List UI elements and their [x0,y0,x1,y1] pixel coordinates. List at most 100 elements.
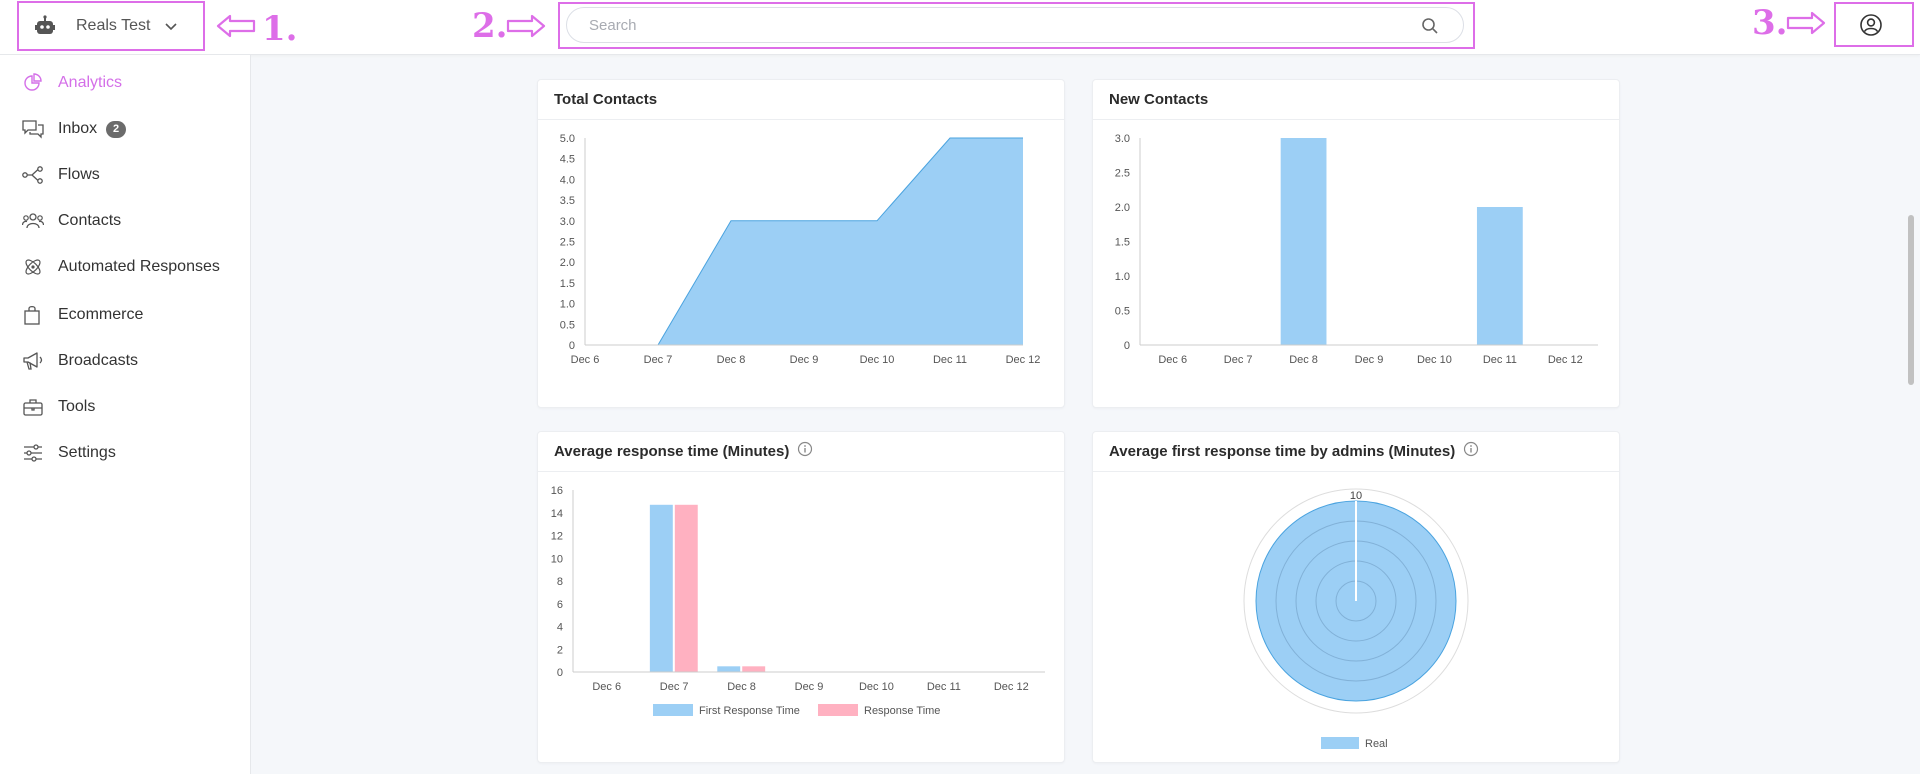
sidebar-item-flows[interactable]: Flows [0,155,249,195]
bar [1476,207,1523,345]
sidebar-item-ecommerce[interactable]: Ecommerce [0,295,249,335]
y-tick-label: 10 [551,553,563,565]
legend-swatch [818,704,858,716]
x-tick-label: Dec 12 [1006,354,1041,366]
annotation-arrow-right-icon [506,13,546,44]
bar [742,666,766,672]
avg-response-chart: 0 2 4 6 8 10 12 14 16 Dec 6 Dec 7 Dec 8 Dec 9 Dec 10 D… [551,485,1045,717]
sidebar-item-analytics[interactable]: Analytics [0,63,249,103]
x-tick-label: Dec 6 [592,681,621,693]
card-title-text: Average first response time by admins (M… [1109,443,1456,460]
x-tick-label: Dec 10 [860,354,895,366]
sidebar-item-label: Settings [58,444,116,461]
main-content: Total Contacts 0 0.5 1.0 1.5 2.0 2.5 3.0 3.5 4.0… [251,55,1920,774]
bar [649,504,673,672]
legend-label: Real [1365,738,1388,750]
sidebar-item-label: Automated Responses [58,258,220,275]
y-tick-label: 0 [569,340,575,352]
total-contacts-chart: 0 0.5 1.0 1.5 2.0 2.5 3.0 3.5 4.0 4.5 5.0 Dec 6 Dec … [560,133,1041,366]
x-tick-label: Dec 8 [727,681,756,693]
search-input[interactable] [567,8,1409,42]
y-tick-label: 2.0 [560,257,575,269]
search-bar [566,7,1464,43]
sidebar-item-settings[interactable]: Settings [0,433,249,473]
y-tick-label: 14 [551,508,563,520]
top-bar: Reals Test [0,0,1920,55]
sidebar-item-label: Ecommerce [58,306,144,323]
new-contacts-chart: 0 0.5 1.0 1.5 2.0 2.5 3.0 Dec 6 Dec 7 Dec 8 Dec 9 D… [1115,133,1598,366]
y-tick-label: 1.0 [1115,271,1130,283]
y-tick-label: 3.5 [560,195,575,207]
x-tick-label: Dec 10 [1417,354,1452,366]
x-tick-label: Dec 8 [1289,354,1318,366]
y-tick-label: 0 [1124,340,1130,352]
y-tick-label: 16 [551,485,563,497]
x-tick-label: Dec 10 [859,681,894,693]
y-tick-label: 5.0 [560,133,575,145]
new-contacts-card: New Contacts 0 0.5 1.0 1.5 2.0 2.5 3.0 Dec 6 Dec… [1092,79,1620,408]
robot-icon [34,15,56,37]
y-tick-label: 1.5 [1115,237,1130,249]
settings-icon [22,443,44,463]
card-header: New Contacts [1093,80,1619,120]
radar-max-label: 10 [1350,490,1362,502]
annotation-number-2: 2. [472,6,508,46]
card-title: New Contacts [1109,91,1209,108]
search-icon[interactable] [1421,17,1439,35]
y-tick-label: 12 [551,531,563,543]
y-tick-label: 8 [557,576,563,588]
x-tick-label: Dec 7 [1224,354,1253,366]
card-title-text: Average response time (Minutes) [554,443,790,460]
y-tick-label: 0.5 [560,319,575,331]
y-tick-label: 2.0 [1115,202,1130,214]
sidebar-item-label: Inbox [58,120,98,137]
bar [1280,138,1327,345]
sidebar-item-broadcasts[interactable]: Broadcasts [0,341,249,381]
sidebar-item-automated-responses[interactable]: Automated Responses [0,247,249,287]
area-fill [585,138,1023,345]
inbox-count-badge: 2 [106,121,127,138]
automated-responses-icon [22,257,44,277]
info-icon[interactable] [1463,441,1479,461]
card-header: Average first response time by admins (M… [1093,432,1619,472]
y-tick-label: 3.0 [1115,133,1130,145]
analytics-icon [22,73,44,93]
annotation-arrow-right-icon [1786,10,1826,41]
x-tick-label: Dec 9 [790,354,819,366]
y-tick-label: 2.5 [1115,168,1130,180]
chevron-down-icon [164,19,178,33]
x-tick-label: Dec 8 [717,354,746,366]
user-profile-icon[interactable] [1859,13,1883,37]
legend-swatch [653,704,693,716]
sidebar-item-tools[interactable]: Tools [0,387,249,427]
inbox-icon [22,119,44,139]
x-tick-label: Dec 11 [933,354,967,366]
legend-label: Response Time [864,705,940,717]
sidebar-item-inbox[interactable]: Inbox 2 [0,109,249,149]
annotation-box-search [558,2,1475,49]
x-tick-label: Dec 11 [1483,354,1517,366]
bot-selector[interactable]: Reals Test [34,13,178,39]
avg-response-card: Average response time (Minutes) 0 2 4 6 8 10 1… [537,431,1065,763]
x-tick-label: Dec 12 [1548,354,1583,366]
y-tick-label: 1.5 [560,278,575,290]
card-title: Average response time (Minutes) [554,441,813,461]
sidebar-item-contacts[interactable]: Contacts [0,201,249,241]
ecommerce-icon [22,305,44,325]
x-tick-label: Dec 9 [795,681,824,693]
x-tick-label: Dec 6 [1158,354,1187,366]
x-tick-label: Dec 12 [994,681,1029,693]
scrollbar[interactable] [1908,215,1914,385]
sidebar-item-label: Flows [58,166,100,183]
y-tick-label: 1.0 [560,299,575,311]
annotation-box-profile [1834,2,1914,47]
info-icon[interactable] [797,441,813,461]
avg-first-response-card: Average first response time by admins (M… [1092,431,1620,763]
x-tick-label: Dec 6 [571,354,600,366]
legend-label: First Response Time [699,705,800,717]
sidebar-item-label: Tools [58,398,96,415]
y-tick-label: 0 [557,667,563,679]
annotation-number-3: 3. [1752,3,1788,43]
total-contacts-card: Total Contacts 0 0.5 1.0 1.5 2.0 2.5 3.0 3.5 4.0… [537,79,1065,408]
sidebar: Analytics Inbox 2 Flows Contacts Automat… [0,55,251,774]
